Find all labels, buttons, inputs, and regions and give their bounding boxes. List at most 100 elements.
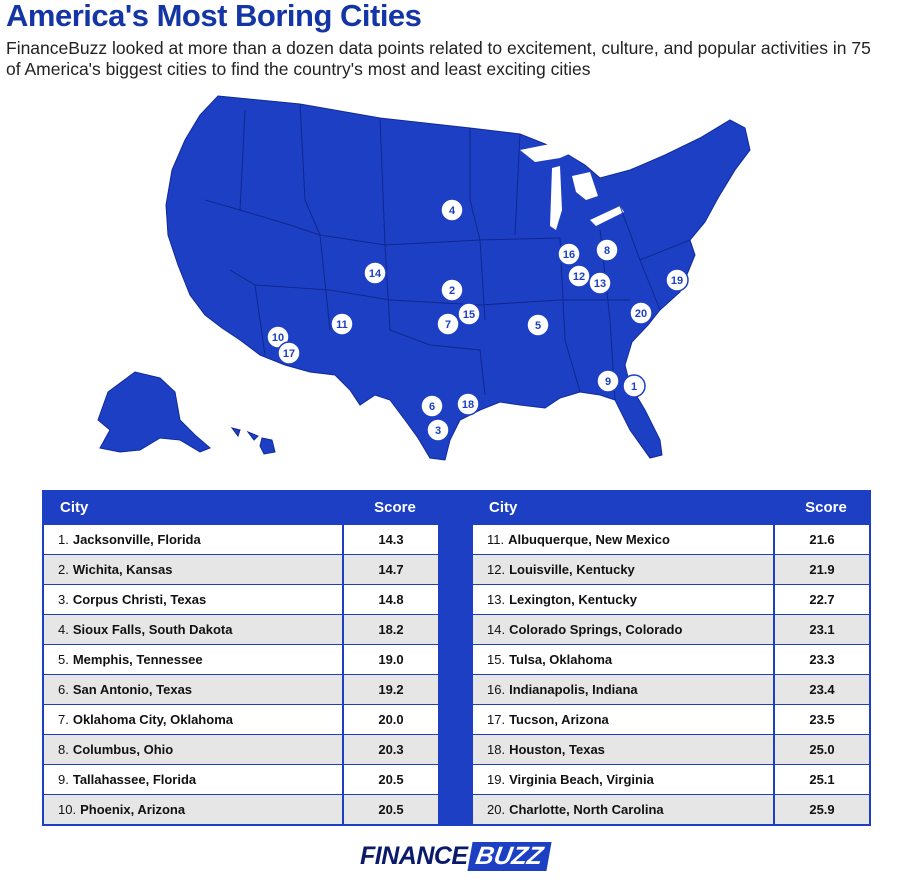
marker-label: 17: [283, 348, 295, 360]
city-name: Tucson, Arizona: [509, 712, 609, 727]
score-cell: 19.2: [344, 674, 438, 704]
score-cell: 22.7: [775, 584, 869, 614]
city-cell: 1. Jacksonville, Florida: [44, 524, 342, 554]
table-row: 15. Tulsa, Oklahoma 23.3: [473, 644, 871, 674]
city-cell: 10. Phoenix, Arizona: [44, 794, 342, 824]
city-marker: 15: [457, 302, 481, 326]
rank-text: 19.: [487, 772, 506, 787]
city-name: Indianapolis, Indiana: [509, 682, 638, 697]
table-body-left: 1. Jacksonville, Florida 14.3 2. Wichita, Ka…: [42, 524, 440, 824]
city-marker: 3: [426, 418, 450, 442]
city-marker: 17: [277, 341, 301, 365]
table-header: City Score: [42, 490, 440, 524]
marker-circle: [440, 198, 464, 222]
contiguous-us-shape: [165, 95, 751, 461]
rank-text: 4.: [58, 622, 69, 637]
city-name: Houston, Texas: [509, 742, 605, 757]
alaska-shape: [97, 371, 211, 453]
score-cell: 25.0: [775, 734, 869, 764]
marker-label: 12: [573, 271, 585, 283]
city-marker: 2: [440, 278, 464, 302]
city-marker: 18: [456, 392, 480, 416]
city-marker: 19: [665, 268, 689, 292]
rank-text: 16.: [487, 682, 506, 697]
city-marker: 9: [596, 369, 620, 393]
city-name: Virginia Beach, Virginia: [509, 772, 654, 787]
score-cell: 21.6: [775, 524, 869, 554]
rank-text: 18.: [487, 742, 506, 757]
lake-michigan-shape: [550, 166, 562, 230]
city-name: Louisville, Kentucky: [509, 562, 635, 577]
city-cell: 19. Virginia Beach, Virginia: [473, 764, 773, 794]
table-row: 4. Sioux Falls, South Dakota 18.2: [44, 614, 440, 644]
marker-label: 15: [463, 309, 475, 321]
table-row: 1. Jacksonville, Florida 14.3: [44, 524, 440, 554]
city-cell: 5. Memphis, Tennessee: [44, 644, 342, 674]
table-row: 6. San Antonio, Texas 19.2: [44, 674, 440, 704]
city-name: Oklahoma City, Oklahoma: [72, 712, 233, 727]
marker-circle: [596, 369, 620, 393]
logo-buzz-text: BUZZ: [467, 841, 551, 871]
table-row: 12. Louisville, Kentucky 21.9: [473, 554, 871, 584]
city-name: Wichita, Kansas: [72, 562, 173, 577]
city-name: Lexington, Kentucky: [509, 592, 637, 607]
marker-label: 3: [435, 425, 441, 437]
city-marker: 5: [526, 313, 550, 337]
rankings-table-right: City Score 11. Albuquerque, New Mexico 21.…: [471, 490, 871, 824]
marker-circle: [665, 268, 689, 292]
rank-text: 3.: [58, 592, 69, 607]
city-marker: 4: [440, 198, 464, 222]
table-row: 16. Indianapolis, Indiana 23.4: [473, 674, 871, 704]
table-row: 18. Houston, Texas 25.0: [473, 734, 871, 764]
table-row: 2. Wichita, Kansas 14.7: [44, 554, 440, 584]
rank-text: 12.: [487, 562, 506, 577]
city-marker: 1: [622, 374, 646, 398]
marker-circle: [588, 271, 612, 295]
rank-text: 9.: [58, 772, 69, 787]
marker-label: 1: [631, 381, 637, 393]
marker-circle: [629, 301, 653, 325]
city-marker: 11: [330, 312, 354, 336]
marker-circle: [420, 394, 444, 418]
city-cell: 17. Tucson, Arizona: [473, 704, 773, 734]
city-name: Memphis, Tennessee: [72, 652, 203, 667]
page-subtitle: FinanceBuzz looked at more than a dozen …: [6, 38, 871, 79]
city-cell: 18. Houston, Texas: [473, 734, 773, 764]
table-row: 20. Charlotte, North Carolina 25.9: [473, 794, 871, 824]
rank-text: 17.: [487, 712, 506, 727]
marker-label: 5: [535, 320, 541, 332]
rankings-table: City Score 1. Jacksonville, Florida 14.3 2.…: [42, 490, 871, 826]
city-name: Columbus, Ohio: [72, 742, 174, 757]
marker-circle: [426, 418, 450, 442]
score-cell: 20.5: [344, 764, 438, 794]
score-cell: 23.5: [775, 704, 869, 734]
rank-text: 2.: [58, 562, 69, 577]
city-cell: 13. Lexington, Kentucky: [473, 584, 773, 614]
rankings-table-left: City Score 1. Jacksonville, Florida 14.3 2.…: [42, 490, 440, 824]
score-cell: 23.4: [775, 674, 869, 704]
score-cell: 23.1: [775, 614, 869, 644]
city-cell: 14. Colorado Springs, Colorado: [473, 614, 773, 644]
city-cell: 3. Corpus Christi, Texas: [44, 584, 342, 614]
table-row: 9. Tallahassee, Florida 20.5: [44, 764, 440, 794]
marker-circle: [526, 313, 550, 337]
rank-text: 11.: [487, 532, 505, 547]
lake-erie-shape: [590, 206, 624, 226]
marker-label: 6: [429, 401, 435, 413]
city-name: San Antonio, Texas: [72, 682, 193, 697]
marker-label: 16: [563, 249, 575, 261]
marker-circle: [436, 312, 460, 336]
score-cell: 25.1: [775, 764, 869, 794]
table-row: 14. Colorado Springs, Colorado 23.1: [473, 614, 871, 644]
marker-label: 13: [594, 278, 606, 290]
marker-label: 20: [635, 308, 647, 320]
city-name: Colorado Springs, Colorado: [509, 622, 683, 637]
page-title: America's Most Boring Cities: [6, 0, 422, 33]
city-cell: 16. Indianapolis, Indiana: [473, 674, 773, 704]
marker-circle: [567, 264, 591, 288]
table-header: City Score: [471, 490, 871, 524]
score-cell: 25.9: [775, 794, 869, 824]
marker-circle: [440, 278, 464, 302]
